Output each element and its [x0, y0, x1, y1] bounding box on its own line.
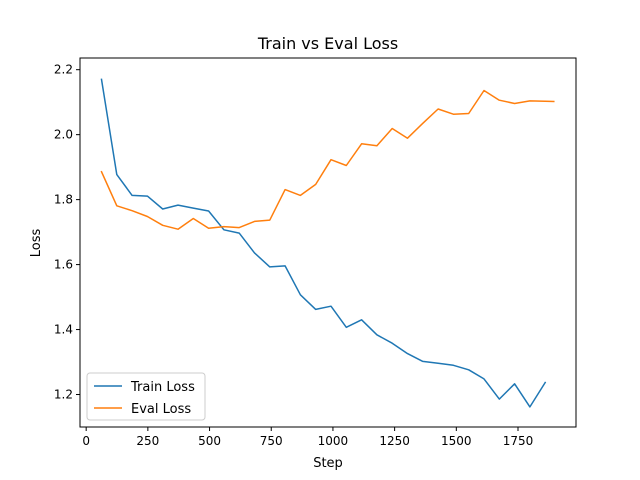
series-line-2: [100, 89, 555, 230]
legend-label-1: Train Loss: [130, 380, 195, 395]
y-axis-ticks: 1.2 1.4 1.6 1.8 2.0 2.2: [54, 63, 80, 402]
y-tick-label: 1.4: [54, 323, 73, 337]
series-line-1: [100, 78, 547, 408]
x-tick-label: 1250: [379, 434, 410, 448]
x-tick-label: 1500: [441, 434, 472, 448]
x-tick-label: 750: [260, 434, 283, 448]
x-axis-label: Step: [313, 456, 343, 471]
x-axis-ticks: 0 250 500 750 1000 1250 1500 1750: [82, 427, 533, 448]
x-tick-label: 500: [198, 434, 221, 448]
chart-title: Train vs Eval Loss: [257, 34, 398, 53]
y-tick-label: 2.2: [54, 63, 73, 77]
x-tick-label: 250: [136, 434, 159, 448]
x-tick-label: 1750: [503, 434, 534, 448]
y-tick-label: 1.6: [54, 258, 73, 272]
y-axis-label: Loss: [29, 229, 44, 258]
plot-lines: [100, 78, 555, 408]
x-tick-label: 0: [82, 434, 90, 448]
y-tick-label: 1.8: [54, 193, 73, 207]
legend-label-2: Eval Loss: [131, 402, 191, 417]
y-tick-label: 1.2: [54, 388, 73, 402]
legend: Train Loss Eval Loss: [86, 372, 206, 421]
x-tick-label: 1000: [318, 434, 349, 448]
plot-frame: [79, 57, 577, 428]
y-tick-label: 2.0: [54, 128, 73, 142]
